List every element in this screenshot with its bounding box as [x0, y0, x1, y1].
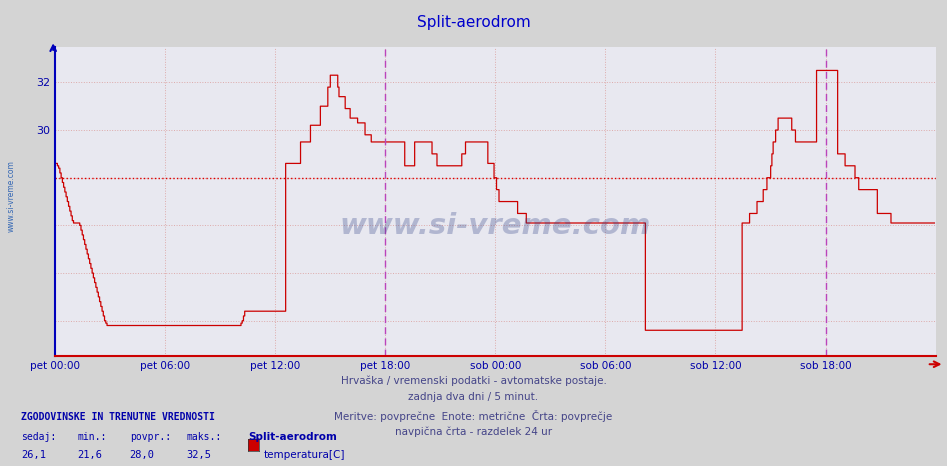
Text: www.si-vreme.com: www.si-vreme.com — [7, 160, 16, 232]
Text: 28,0: 28,0 — [130, 450, 154, 459]
Text: temperatura[C]: temperatura[C] — [263, 450, 345, 459]
Text: maks.:: maks.: — [187, 432, 222, 442]
Text: 26,1: 26,1 — [21, 450, 45, 459]
Text: min.:: min.: — [78, 432, 107, 442]
Text: Split-aerodrom: Split-aerodrom — [417, 15, 530, 30]
Text: www.si-vreme.com: www.si-vreme.com — [340, 212, 651, 240]
Text: Meritve: povprečne  Enote: metrične  Črta: povprečje: Meritve: povprečne Enote: metrične Črta:… — [334, 410, 613, 422]
Text: ZGODOVINSKE IN TRENUTNE VREDNOSTI: ZGODOVINSKE IN TRENUTNE VREDNOSTI — [21, 412, 215, 422]
Text: zadnja dva dni / 5 minut.: zadnja dva dni / 5 minut. — [408, 392, 539, 402]
Text: Hrvaška / vremenski podatki - avtomatske postaje.: Hrvaška / vremenski podatki - avtomatske… — [341, 375, 606, 386]
Text: Split-aerodrom: Split-aerodrom — [248, 432, 337, 442]
Text: 21,6: 21,6 — [78, 450, 102, 459]
Text: sedaj:: sedaj: — [21, 432, 56, 442]
Text: navpična črta - razdelek 24 ur: navpična črta - razdelek 24 ur — [395, 427, 552, 438]
Text: 32,5: 32,5 — [187, 450, 211, 459]
Text: povpr.:: povpr.: — [130, 432, 170, 442]
